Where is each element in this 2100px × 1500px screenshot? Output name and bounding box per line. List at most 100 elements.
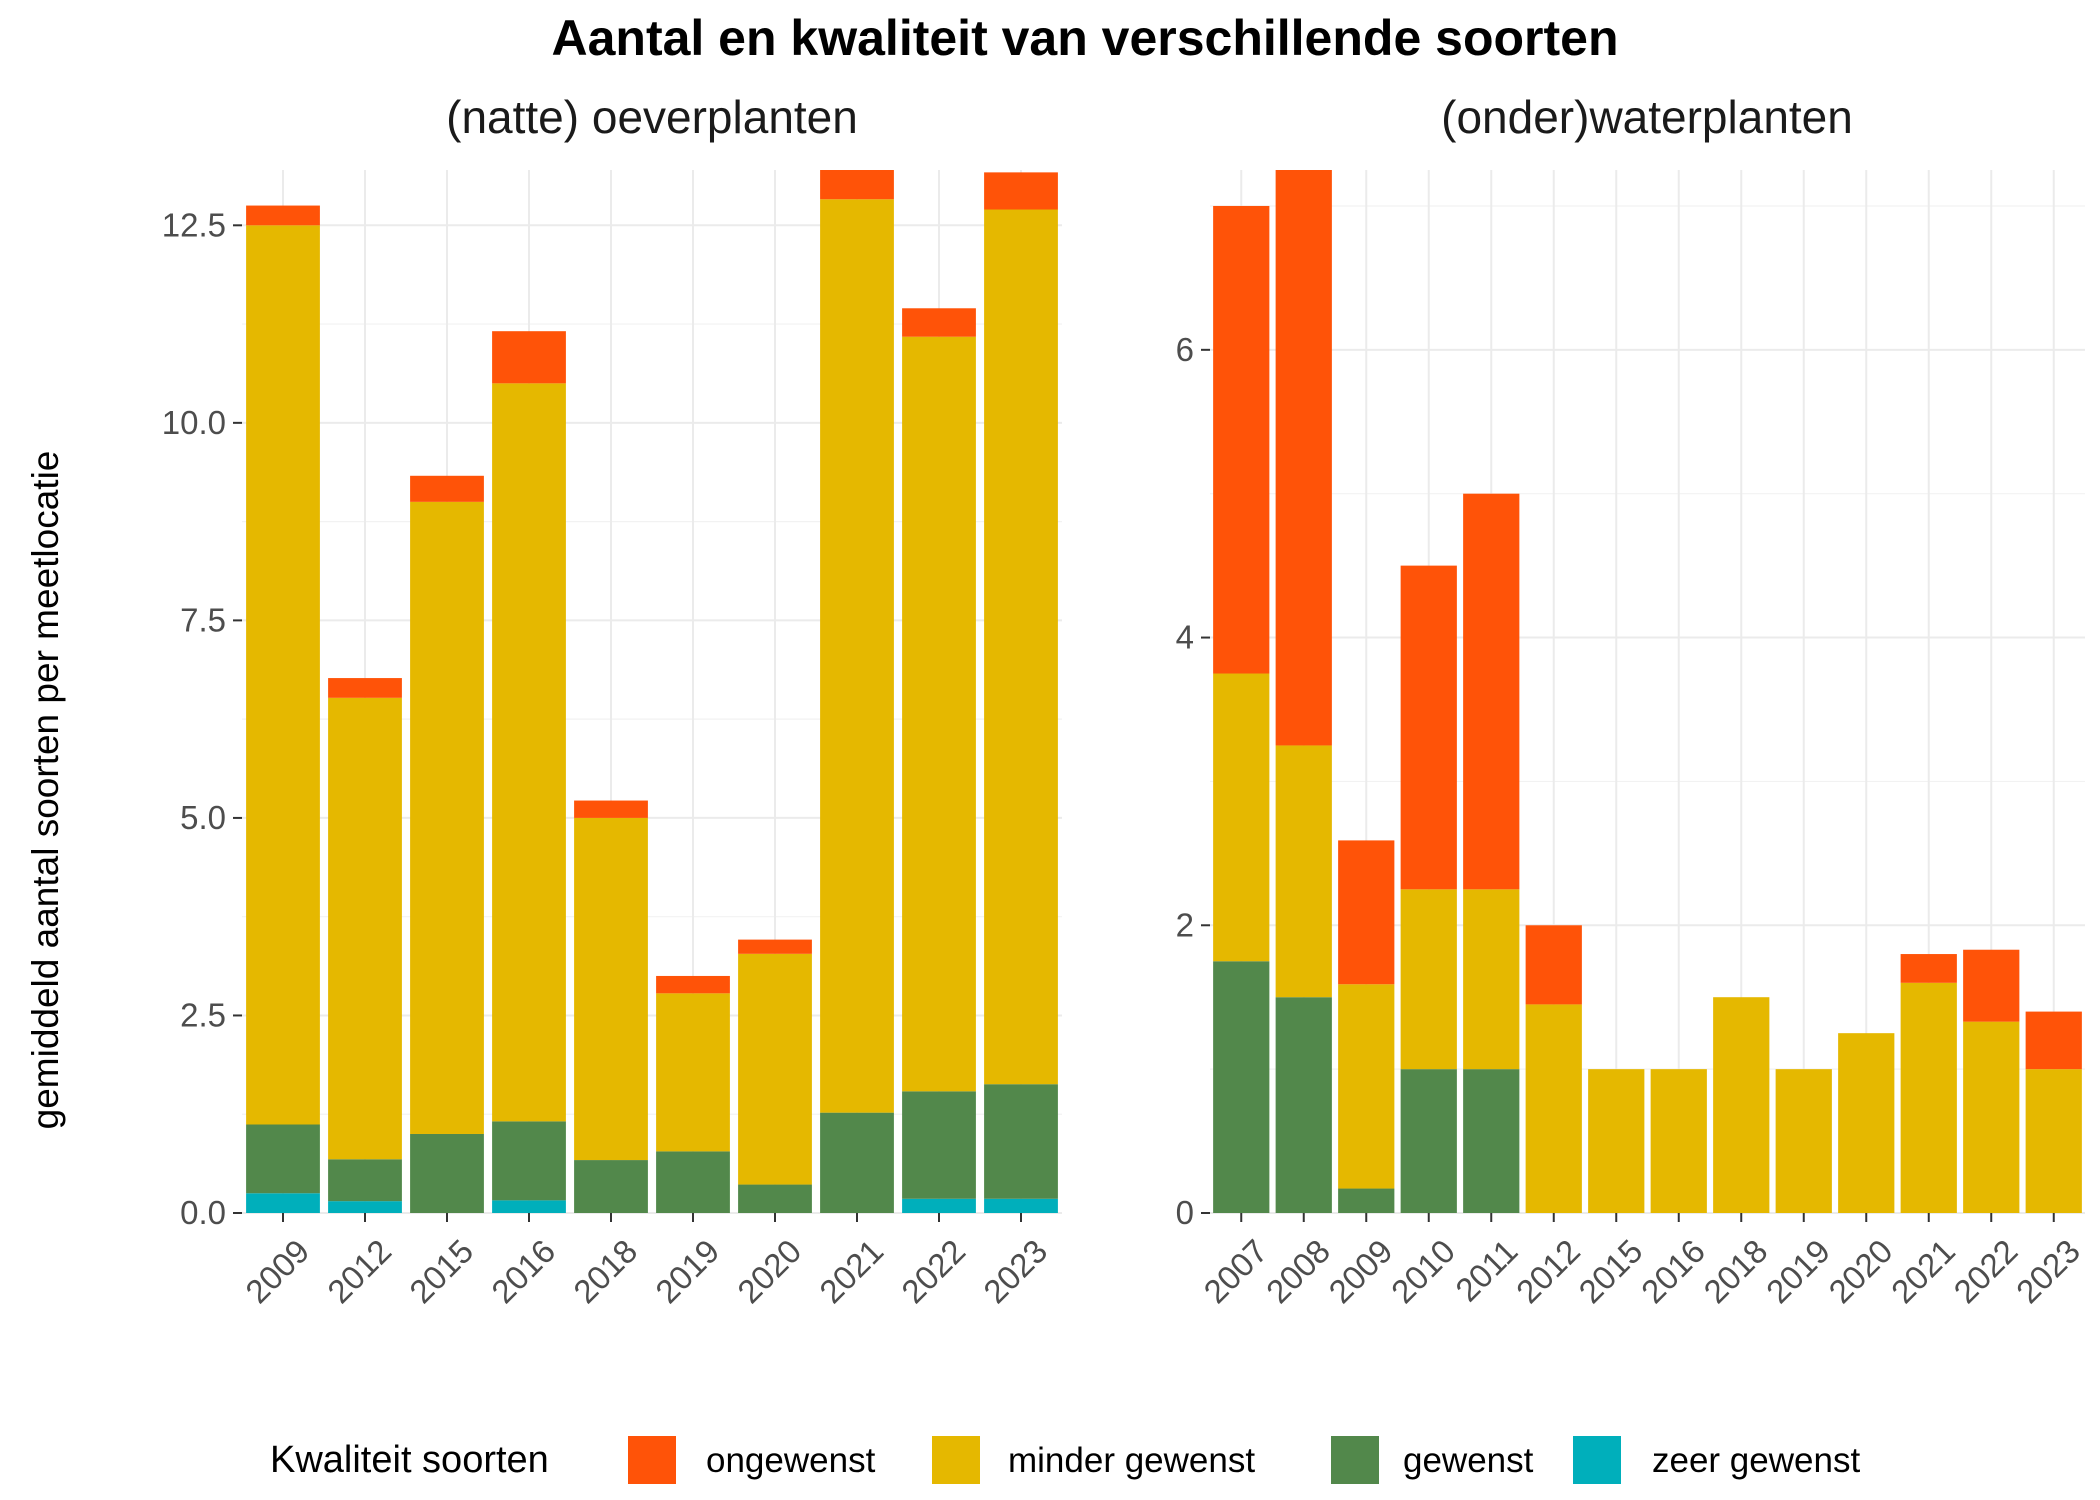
bar-segment-ongewenst-2021 [1900, 954, 1957, 983]
bar-segment-gewenst-2019 [656, 1151, 730, 1213]
bar-segment-zeer-gewenst-2022 [902, 1198, 976, 1213]
y-tick-label: 0.0 [180, 1194, 226, 1231]
x-tick-label: 2021 [1884, 1232, 1962, 1310]
x-tick-label: 2022 [894, 1232, 972, 1310]
x-axis: 2007200820092010201120122015201620182019… [1196, 1213, 2087, 1310]
bar-segment-ongewenst-2010 [1400, 565, 1457, 890]
x-axis: 2009 2012 2015 2016 2018 2019 2020 2021 2022 2023 [238, 1213, 1054, 1310]
bar-segment-ongewenst-2011 [1463, 493, 1520, 890]
bar-segment-gewenst-2011 [1463, 1069, 1520, 1213]
bar-segment-ongewenst-2012 [328, 678, 402, 698]
bar-segment-minder-gewenst-2021 [820, 199, 894, 1113]
panel-title: (natte) oeverplanten [446, 91, 858, 143]
bar-segment-minder-gewenst-2019 [656, 993, 730, 1152]
x-tick-label: 2016 [484, 1232, 562, 1310]
bar-segment-minder-gewenst-2019 [1775, 1069, 1832, 1213]
bar-segment-gewenst-2010 [1400, 1069, 1457, 1213]
bar-segment-minder-gewenst-2007 [1213, 673, 1270, 962]
bars [1213, 170, 2082, 1213]
legend-label-ongewenst: ongewenst [706, 1441, 876, 1480]
bar-segment-minder-gewenst-2018 [1713, 997, 1770, 1213]
x-tick-label: 2022 [1946, 1232, 2024, 1310]
x-tick-label: 2007 [1196, 1232, 1274, 1310]
bar-segment-minder-gewenst-2018 [574, 817, 648, 1161]
x-tick-label: 2018 [1696, 1232, 1774, 1310]
x-tick-label: 2023 [2009, 1232, 2087, 1310]
x-tick-label: 2012 [1509, 1232, 1587, 1310]
x-tick-label: 2020 [730, 1232, 808, 1310]
bar-segment-gewenst-2020 [738, 1184, 812, 1213]
bar-segment-ongewenst-2022 [1963, 949, 2020, 1022]
bar-segment-zeer-gewenst-2009 [246, 1193, 320, 1213]
bar-segment-minder-gewenst-2015 [1588, 1069, 1645, 1213]
bars [246, 170, 1058, 1213]
bar-segment-gewenst-2018 [574, 1160, 648, 1213]
bar-segment-gewenst-2016 [492, 1121, 566, 1201]
panel-waterplanten: (onder)waterplanten024620072008200920102… [1176, 91, 2087, 1310]
bar-segment-minder-gewenst-2023 [984, 209, 1058, 1085]
bar-segment-minder-gewenst-2015 [410, 501, 484, 1134]
bar-segment-ongewenst-2015 [410, 475, 484, 502]
bar-segment-ongewenst-2007 [1213, 205, 1270, 674]
bar-segment-minder-gewenst-2016 [1650, 1069, 1707, 1213]
y-tick-label: 10.0 [162, 404, 226, 441]
legend: Kwaliteit soorten ongewenst minder gewens… [270, 1436, 1860, 1484]
x-tick-label: 2008 [1259, 1232, 1337, 1310]
bar-segment-ongewenst-2008 [1275, 170, 1332, 746]
bar-segment-ongewenst-2022 [902, 308, 976, 337]
bar-segment-minder-gewenst-2008 [1275, 745, 1332, 998]
panel-title: (onder)waterplanten [1441, 91, 1853, 143]
bar-segment-gewenst-2007 [1213, 961, 1270, 1213]
bar-segment-ongewenst-2023 [984, 172, 1058, 210]
y-axis: 0 2 4 6 [1176, 331, 1210, 1231]
y-tick-label: 4 [1176, 619, 1194, 656]
x-tick-label: 2011 [1448, 1232, 1524, 1308]
y-tick-label: 6 [1176, 331, 1194, 368]
y-axis-label: gemiddeld aantal soorten per meetlocatie [25, 451, 66, 1130]
legend-swatch-gewenst [1331, 1436, 1379, 1484]
bar-segment-ongewenst-2018 [574, 800, 648, 818]
bar-segment-gewenst-2009 [246, 1124, 320, 1194]
y-tick-label: 12.5 [162, 206, 226, 243]
bar-segment-gewenst-2022 [902, 1091, 976, 1199]
legend-label-zeer-gewenst: zeer gewenst [1652, 1441, 1860, 1480]
bar-segment-minder-gewenst-2020 [1838, 1033, 1895, 1213]
bar-segment-minder-gewenst-2021 [1900, 982, 1957, 1213]
legend-swatch-zeer-gewenst [1573, 1436, 1621, 1484]
y-tick-label: 5.0 [180, 799, 226, 836]
bar-segment-ongewenst-2021 [820, 170, 894, 200]
bar-segment-gewenst-2021 [820, 1112, 894, 1213]
bar-segment-ongewenst-2012 [1525, 925, 1582, 1005]
bar-segment-gewenst-2023 [984, 1084, 1058, 1199]
x-tick-label: 2015 [1571, 1232, 1649, 1310]
bar-segment-minder-gewenst-2022 [1963, 1021, 2020, 1213]
legend-swatch-ongewenst [628, 1436, 676, 1484]
bar-segment-ongewenst-2019 [656, 975, 730, 994]
x-tick-label: 2023 [976, 1232, 1054, 1310]
x-tick-label: 2010 [1384, 1232, 1462, 1310]
x-tick-label: 2016 [1634, 1232, 1712, 1310]
y-tick-label: 0 [1176, 1194, 1194, 1231]
x-tick-label: 2015 [402, 1232, 480, 1310]
legend-swatch-minder-gewenst [932, 1436, 980, 1484]
bar-segment-minder-gewenst-2011 [1463, 889, 1520, 1070]
bar-segment-minder-gewenst-2012 [1525, 1004, 1582, 1213]
bar-segment-gewenst-2008 [1275, 997, 1332, 1213]
bar-segment-ongewenst-2023 [2025, 1011, 2082, 1070]
y-tick-label: 2.5 [180, 996, 226, 1033]
x-tick-label: 2019 [1759, 1232, 1837, 1310]
bar-segment-minder-gewenst-2016 [492, 383, 566, 1122]
bar-segment-ongewenst-2009 [1338, 840, 1395, 985]
x-tick-label: 2018 [566, 1232, 644, 1310]
legend-title: Kwaliteit soorten [270, 1439, 549, 1481]
x-tick-label: 2009 [238, 1232, 316, 1310]
figure-title: Aantal en kwaliteit van verschillende so… [551, 10, 1618, 66]
x-tick-label: 2021 [812, 1232, 890, 1310]
bar-segment-minder-gewenst-2009 [1338, 984, 1395, 1189]
bar-segment-zeer-gewenst-2016 [492, 1200, 566, 1213]
bar-segment-minder-gewenst-2012 [328, 697, 402, 1160]
legend-label-gewenst: gewenst [1403, 1441, 1534, 1480]
x-tick-label: 2012 [320, 1232, 398, 1310]
bar-segment-minder-gewenst-2023 [2025, 1069, 2082, 1213]
